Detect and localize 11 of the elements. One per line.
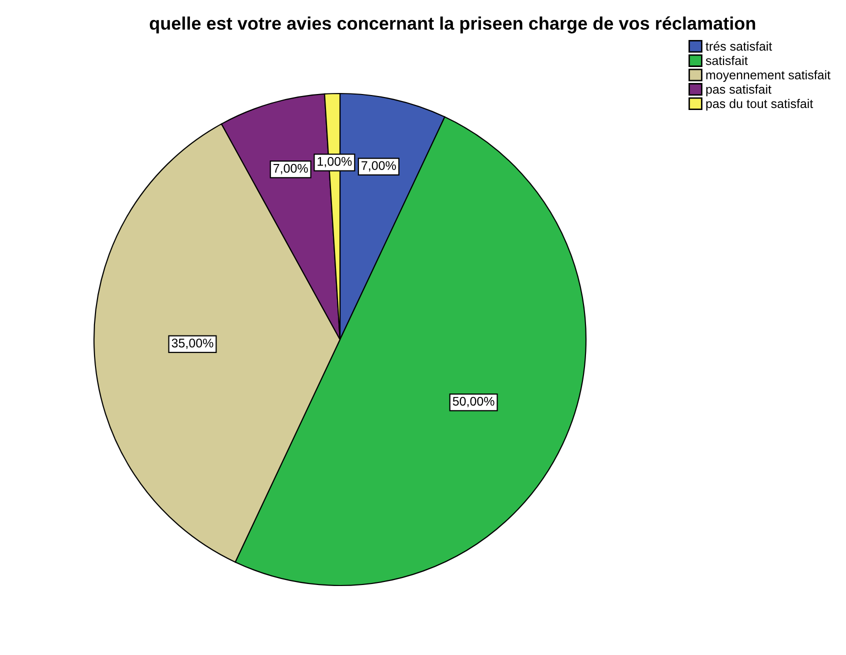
legend-label: trés satisfait	[706, 41, 772, 51]
data-label: 35,00%	[172, 338, 214, 349]
data-label: 7,00%	[274, 164, 308, 174]
chart-title: quelle est votre avies concernant la priseen charge de vos réclamation	[150, 16, 756, 34]
data-label: 1,00%	[318, 156, 352, 168]
data-label: 7,00%	[362, 161, 396, 172]
legend-label: pas du tout satisfait	[706, 98, 814, 111]
data-label: 50,00%	[452, 396, 494, 408]
legend-label: moyennement satisfait	[706, 70, 830, 82]
legend-label: pas satisfait	[706, 84, 772, 96]
legend-label: satisfait	[706, 56, 748, 66]
